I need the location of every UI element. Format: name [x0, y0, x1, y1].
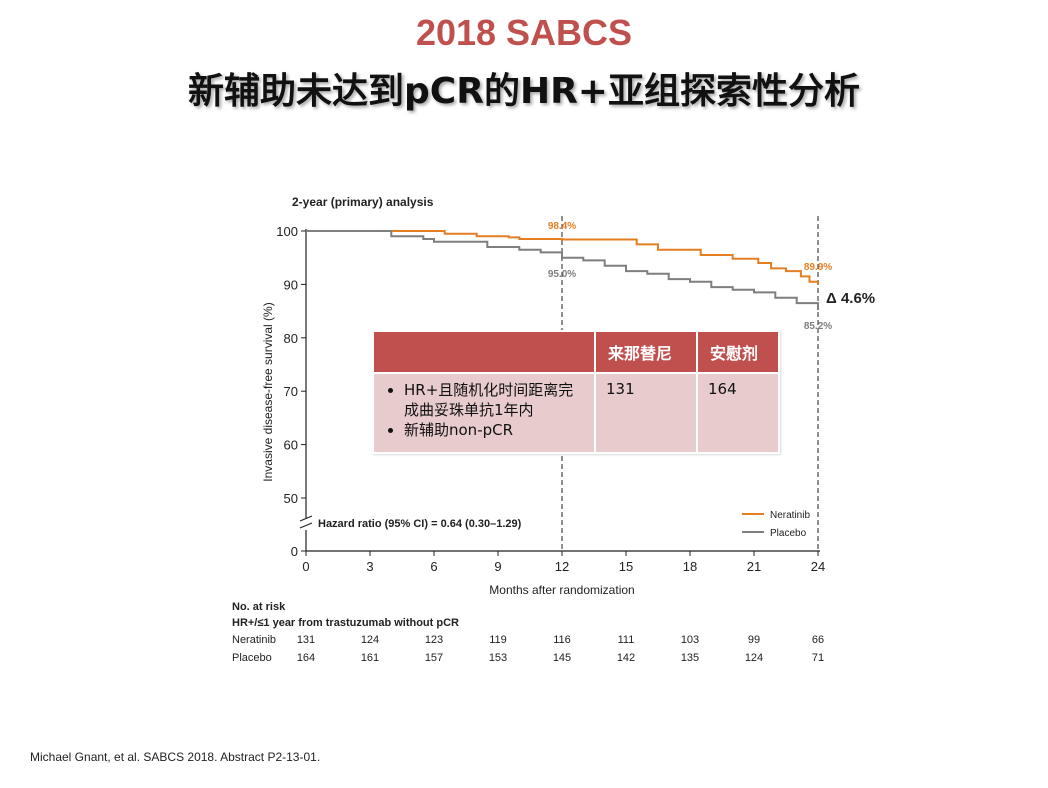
x-axis-label: Months after randomization	[489, 583, 634, 597]
y-tick-label: 60	[284, 438, 298, 453]
y-tick-label: 80	[284, 331, 298, 346]
risk-table-value: 157	[425, 652, 443, 664]
annotation-delta: Δ 4.6%	[826, 290, 875, 307]
risk-table-value: 164	[297, 652, 315, 664]
risk-table-value: 161	[361, 652, 379, 664]
x-tick-label: 24	[811, 559, 825, 574]
risk-table-value: 135	[681, 652, 699, 664]
risk-table-value: 103	[681, 634, 699, 646]
slide-subtitle: 新辅助未达到pCR的HR+亚组探索性分析	[188, 71, 860, 112]
risk-table-value: 123	[425, 634, 443, 646]
risk-table-value: 71	[812, 652, 824, 664]
risk-table-subtitle: HR+/≤1 year from trastuzumab without pCR	[232, 617, 459, 629]
risk-table-value: 119	[489, 634, 507, 646]
legend-label-neratinib: Neratinib	[770, 510, 810, 521]
y-tick-label: 90	[284, 277, 298, 292]
x-tick-label: 21	[747, 559, 761, 574]
risk-table-value: 153	[489, 652, 507, 664]
info-table-placebo-n: 164	[696, 372, 780, 454]
slide-title: 2018 SABCS	[415, 12, 633, 53]
x-tick-label: 6	[430, 559, 437, 574]
annotation-hazard-ratio: Hazard ratio (95% CI) = 0.64 (0.30–1.29)	[318, 518, 522, 530]
x-tick-label: 18	[683, 559, 697, 574]
x-tick-label: 15	[619, 559, 633, 574]
axis-break-mark	[299, 515, 313, 529]
risk-table-row-label: Neratinib	[232, 634, 276, 646]
info-table: 来那替尼 安慰剂 HR+且随机化时间距离完成曲妥珠单抗1年内 新辅助non-pC…	[372, 330, 780, 454]
risk-table-value: 99	[748, 634, 760, 646]
series-line-neratinib	[306, 230, 819, 285]
risk-table-value: 131	[297, 634, 315, 646]
y-tick-label: 0	[291, 544, 298, 559]
risk-table-value: 145	[553, 652, 571, 664]
risk-table-value: 124	[745, 652, 763, 664]
info-table-header-row: 来那替尼 安慰剂	[372, 330, 780, 374]
annotation-neratinib-12: 98.4%	[548, 221, 576, 232]
annotation-neratinib-24: 89.9%	[804, 262, 832, 273]
info-table-criteria: HR+且随机化时间距离完成曲妥珠单抗1年内 新辅助non-pCR	[372, 372, 596, 454]
info-table-row: HR+且随机化时间距离完成曲妥珠单抗1年内 新辅助non-pCR 131 164	[372, 372, 780, 454]
y-tick-label: 50	[284, 491, 298, 506]
chart-title: 2-year (primary) analysis	[292, 195, 434, 209]
risk-table-value: 124	[361, 634, 379, 646]
annotation-placebo-24: 85.2%	[804, 321, 832, 332]
x-tick-label: 0	[302, 559, 309, 574]
risk-table-value: 116	[553, 634, 571, 646]
annotation-placebo-12: 95.0%	[548, 269, 576, 280]
info-table-header-neratinib: 来那替尼	[594, 330, 698, 374]
x-tick-label: 12	[555, 559, 569, 574]
y-axis-label: Invasive disease-free survival (%)	[261, 302, 275, 481]
risk-table-value: 66	[812, 634, 824, 646]
risk-table-row-label: Placebo	[232, 652, 272, 664]
series-line-placebo	[306, 230, 819, 310]
legend-label-placebo: Placebo	[770, 528, 807, 539]
y-tick-label: 70	[284, 384, 298, 399]
footnote: Michael Gnant, et al. SABCS 2018. Abstra…	[30, 750, 321, 764]
info-table-neratinib-n: 131	[594, 372, 698, 454]
criteria-bullet-2: 新辅助non-pCR	[404, 420, 584, 440]
y-tick-label: 100	[276, 224, 298, 239]
info-table-header-empty	[372, 330, 596, 374]
risk-table-title: No. at risk	[232, 601, 286, 613]
criteria-bullet-1: HR+且随机化时间距离完成曲妥珠单抗1年内	[404, 380, 584, 420]
risk-table-value: 142	[617, 652, 635, 664]
x-tick-label: 3	[366, 559, 373, 574]
x-tick-label: 9	[494, 559, 501, 574]
risk-table-value: 111	[618, 634, 635, 646]
info-table-header-placebo: 安慰剂	[696, 330, 780, 374]
